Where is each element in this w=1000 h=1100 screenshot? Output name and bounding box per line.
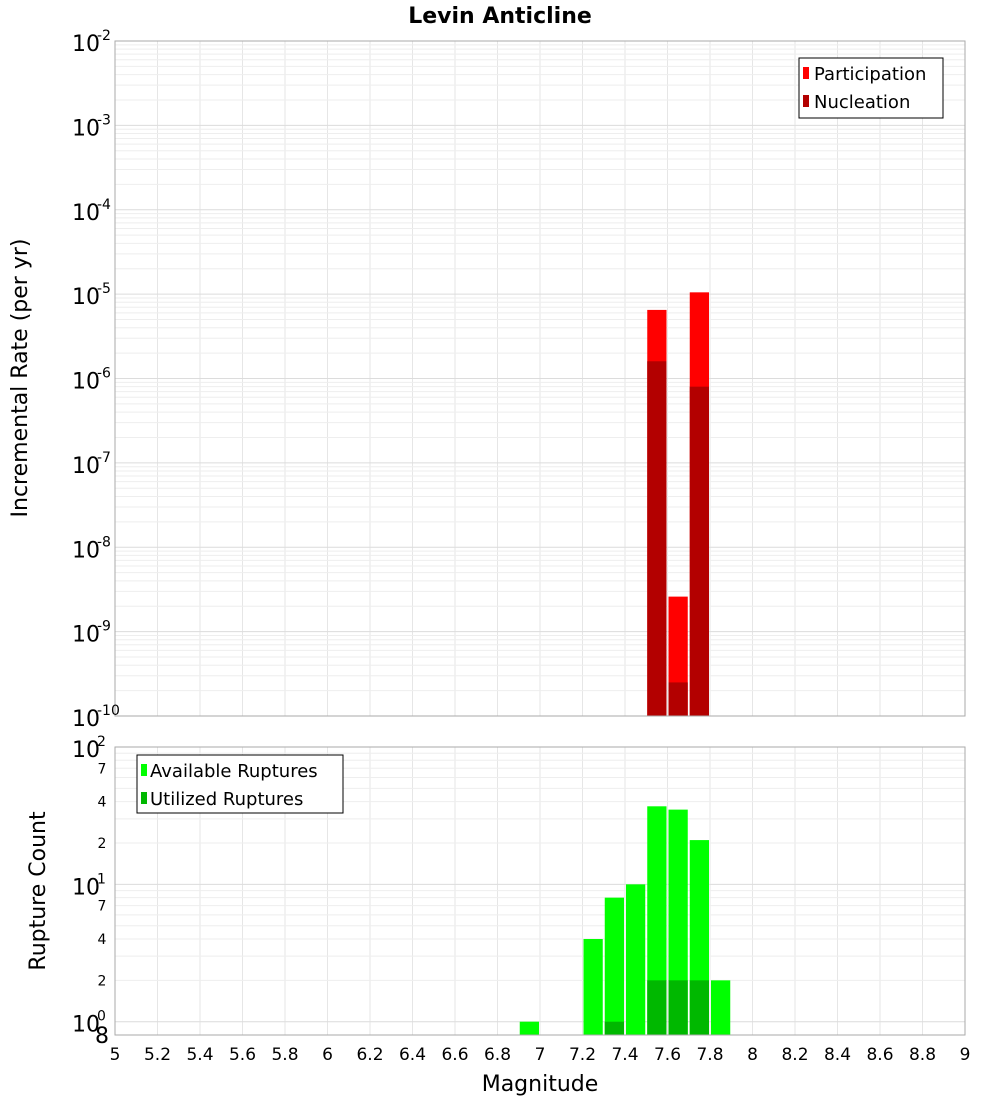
utilized-ruptures-bar [689, 980, 709, 1035]
count-y-tick-base: 10 [72, 875, 100, 900]
x-axis-title: Magnitude [482, 1072, 599, 1097]
rate-y-tick-base: 10 [72, 285, 100, 310]
rate-bars [647, 292, 709, 716]
available-ruptures-legend-swatch [141, 764, 147, 776]
nucleation-bar [668, 682, 688, 716]
x-tick-label: 7 [535, 1045, 546, 1065]
count-x-ticks: 5 5.2 5.4 5.6 5.8 6 6.2 6.4 6.6 6.8 7 7.2 7.4 7.6 7.8 8… [110, 1045, 971, 1065]
rate-y-tick-exponent: -10 [97, 703, 120, 719]
rate-y-tick-base: 10 [72, 32, 100, 57]
rate-y-tick-exponent: -5 [97, 281, 111, 297]
chart-title: Levin Anticline [408, 4, 592, 29]
available-ruptures-bar [519, 1021, 539, 1035]
count-y-tick-minor: 8 [95, 1024, 109, 1049]
rate-legend: Participation Nucleation [798, 57, 944, 119]
rate-y-tick-base: 10 [72, 454, 100, 479]
count-bars [519, 806, 731, 1035]
x-tick-label: 7.4 [611, 1045, 638, 1065]
available-ruptures-bar [583, 939, 603, 1035]
rate-y-tick-exponent: -2 [97, 28, 111, 44]
x-tick-label: 6.6 [441, 1045, 468, 1065]
rate-y-tick-base: 10 [72, 370, 100, 395]
x-tick-label: 7.6 [654, 1045, 681, 1065]
utilized-ruptures-bar [604, 1021, 624, 1035]
rate-y-tick-exponent: -7 [97, 450, 111, 466]
rate-y-tick-base: 10 [72, 707, 100, 732]
x-tick-label: 6.4 [399, 1045, 426, 1065]
available-ruptures-legend-label: Available Ruptures [150, 761, 318, 782]
rate-legend-box [798, 57, 944, 119]
count-y-tick-minor: 2 [98, 836, 107, 852]
x-tick-label: 8.6 [866, 1045, 893, 1065]
x-tick-label: 8.8 [909, 1045, 936, 1065]
utilized-ruptures-legend-swatch [141, 792, 147, 804]
x-tick-label: 6.2 [356, 1045, 383, 1065]
available-ruptures-bar [668, 809, 688, 1035]
x-tick-label: 5.4 [186, 1045, 213, 1065]
utilized-ruptures-bar [647, 980, 667, 1035]
available-ruptures-bar [647, 806, 667, 1035]
count-legend-box [136, 754, 344, 814]
x-tick-label: 8.2 [781, 1045, 808, 1065]
available-ruptures-bar [604, 897, 624, 1035]
rate-y-tick-base: 10 [72, 538, 100, 563]
rate-y-tick-base: 10 [72, 623, 100, 648]
rate-y-tick-exponent: -4 [97, 197, 111, 213]
x-tick-label: 5.2 [144, 1045, 171, 1065]
available-ruptures-bar [711, 980, 731, 1035]
rate-y-tick-base: 10 [72, 116, 100, 141]
x-tick-label: 8 [747, 1045, 758, 1065]
rate-grid [114, 41, 966, 717]
participation-legend-swatch [803, 67, 809, 79]
count-y-axis-title: Rupture Count [26, 811, 51, 971]
x-tick-label: 5.8 [271, 1045, 298, 1065]
x-tick-label: 8.4 [824, 1045, 851, 1065]
rate-plot-border [114, 40, 966, 717]
nucleation-bar [647, 361, 667, 716]
x-tick-label: 7.2 [569, 1045, 596, 1065]
available-ruptures-bar [626, 884, 646, 1035]
count-grid [114, 746, 966, 1035]
rate-y-tick-exponent: -9 [97, 619, 111, 635]
count-y-tick-exponent: 1 [97, 871, 106, 887]
x-tick-label: 7.8 [696, 1045, 723, 1065]
count-plot-border [114, 746, 966, 1036]
count-y-tick-minor: 4 [98, 795, 107, 811]
x-tick-label: 5 [110, 1045, 121, 1065]
x-tick-label: 6 [322, 1045, 333, 1065]
rate-y-tick-exponent: -6 [97, 366, 111, 382]
count-y-tick-minor: 7 [98, 899, 107, 915]
count-y-tick-base: 10 [72, 1013, 100, 1038]
count-y-tick-minor: 4 [98, 932, 107, 948]
nucleation-bar [689, 386, 709, 716]
utilized-ruptures-bar [668, 980, 688, 1035]
rate-y-tick-exponent: -3 [97, 112, 111, 128]
participation-legend-label: Participation [814, 64, 926, 85]
x-tick-label: 5.6 [229, 1045, 256, 1065]
count-y-tick-minor: 2 [98, 973, 107, 989]
count-y-tick-minor: 7 [98, 761, 107, 777]
x-tick-label: 6.8 [484, 1045, 511, 1065]
x-tick-label: 9 [960, 1045, 971, 1065]
count-legend: Available Ruptures Utilized Ruptures [136, 754, 344, 814]
count-y-tick-exponent: 2 [97, 734, 106, 750]
rate-y-tick-base: 10 [72, 201, 100, 226]
count-y-tick-exponent: 0 [97, 1009, 106, 1025]
rate-y-axis-title: Incremental Rate (per yr) [8, 239, 33, 518]
utilized-ruptures-legend-label: Utilized Ruptures [150, 789, 303, 810]
nucleation-legend-swatch [803, 95, 809, 107]
count-y-tick-base: 10 [72, 738, 100, 763]
rate-y-tick-exponent: -8 [97, 534, 111, 550]
nucleation-legend-label: Nucleation [814, 92, 910, 113]
